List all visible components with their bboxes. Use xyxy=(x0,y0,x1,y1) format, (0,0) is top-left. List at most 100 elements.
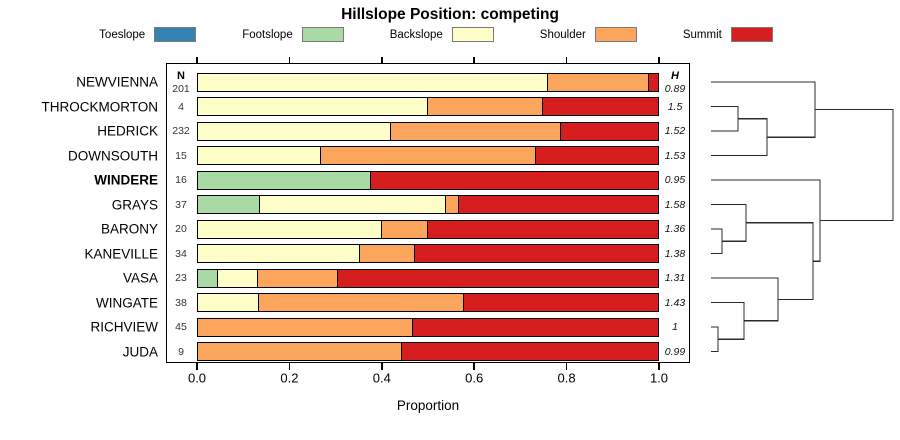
category-label-wingate: WINGATE xyxy=(96,295,158,310)
stacked-bar-juda xyxy=(197,342,659,361)
axis-tick-top xyxy=(288,56,291,63)
legend-swatch-shoulder xyxy=(594,27,637,42)
h-value: 1.53 xyxy=(664,149,686,162)
axis-tick-bottom xyxy=(473,363,475,370)
bar-segment-backslope xyxy=(217,269,258,287)
category-label-hedrick: HEDRICK xyxy=(97,123,158,139)
n-value: 4 xyxy=(178,100,184,113)
legend-swatch-backslope xyxy=(451,27,494,42)
legend-item-backslope: Backslope xyxy=(390,27,494,42)
axis-tick-bottom xyxy=(565,363,568,370)
bar-segment-backslope xyxy=(198,73,548,91)
legend-label: Summit xyxy=(682,28,722,41)
legend-label: Shoulder xyxy=(539,28,586,41)
stacked-bar-downsouth xyxy=(197,146,659,165)
n-value: 45 xyxy=(175,321,187,333)
bar-segment-summit xyxy=(458,196,658,213)
axis-tick-label: 0.0 xyxy=(187,370,207,386)
stacked-bar-newvienna xyxy=(197,72,659,92)
bar-segment-summit xyxy=(464,294,658,311)
bar-segment-shoulder xyxy=(547,73,649,91)
x-axis-label: Proportion xyxy=(396,398,460,413)
bar-segment-shoulder xyxy=(258,294,465,311)
bar-segment-footslope xyxy=(198,171,371,189)
h-column-header: H xyxy=(671,70,679,82)
category-label-downsouth: DOWNSOUTH xyxy=(68,148,158,163)
bar-segment-backslope xyxy=(198,245,361,262)
h-value: 0.95 xyxy=(664,174,686,186)
h-value: 1 xyxy=(672,321,678,333)
axis-tick-label: 0.2 xyxy=(280,370,299,386)
category-label-newvienna: NEWVIENNA xyxy=(76,74,158,90)
bar-segment-summit xyxy=(337,269,658,287)
n-value: 34 xyxy=(175,247,187,260)
bar-segment-summit xyxy=(414,245,658,262)
legend-item-summit: Summit xyxy=(683,27,773,42)
bar-segment-summit xyxy=(561,122,658,140)
stacked-bar-kaneville xyxy=(197,244,659,263)
n-value: 16 xyxy=(175,174,187,186)
stacked-bar-wingate xyxy=(197,293,659,312)
axis-tick-label: 1.0 xyxy=(649,370,669,386)
axis-tick-top xyxy=(473,56,475,63)
bar-segment-shoulder xyxy=(320,147,536,164)
legend-item-toeslope: Toeslope xyxy=(99,27,197,42)
n-value: 9 xyxy=(178,345,184,358)
stacked-bar-barony xyxy=(197,219,659,239)
n-value: 23 xyxy=(175,272,187,284)
stacked-bar-grays xyxy=(197,195,659,214)
h-value: 1.5 xyxy=(667,100,683,113)
h-value: 1.58 xyxy=(664,198,686,211)
legend-item-shoulder: Shoulder xyxy=(540,27,637,42)
bar-segment-shoulder xyxy=(198,318,413,336)
axis-tick-bottom xyxy=(196,363,198,370)
bar-segment-summit xyxy=(370,171,658,189)
n-value: 232 xyxy=(172,125,190,137)
bar-segment-shoulder xyxy=(382,220,428,238)
bar-segment-backslope xyxy=(198,294,259,311)
stacked-bar-richview xyxy=(197,317,659,337)
n-value: 15 xyxy=(175,149,187,162)
category-label-windere: WINDERE xyxy=(94,172,158,188)
dendrogram-links xyxy=(711,81,894,353)
bar-segment-backslope xyxy=(198,98,428,115)
axis-tick-label: 0.8 xyxy=(557,370,576,386)
category-label-kaneville: KANEVILLE xyxy=(84,246,158,261)
axis-tick-top xyxy=(381,56,383,63)
n-value: 201 xyxy=(172,82,190,95)
legend-swatch-footslope xyxy=(301,27,344,42)
bar-segment-backslope xyxy=(198,147,321,164)
bar-segment-summit xyxy=(535,147,658,164)
chart-title: Hillslope Position: competing xyxy=(341,6,559,23)
h-value: 0.89 xyxy=(664,82,686,95)
category-label-richview: RICHVIEW xyxy=(90,319,159,335)
h-value: 1.38 xyxy=(664,247,686,260)
axis-tick-top xyxy=(658,56,660,63)
axis-tick-top xyxy=(196,56,198,63)
bar-segment-footslope xyxy=(198,196,261,213)
h-value: 1.52 xyxy=(664,125,686,137)
stacked-bar-windere xyxy=(197,170,659,190)
bar-segment-shoulder xyxy=(257,269,338,287)
bar-segment-summit xyxy=(428,220,658,238)
axis-tick-bottom xyxy=(658,363,660,370)
category-label-throckmorton: THROCKMORTON xyxy=(41,99,158,114)
category-label-vasa: VASA xyxy=(122,270,158,286)
stacked-bar-vasa xyxy=(197,268,659,288)
n-column-header: N xyxy=(177,70,185,82)
category-label-barony: BARONY xyxy=(100,221,158,237)
h-value: 0.99 xyxy=(664,345,686,358)
category-label-grays: GRAYS xyxy=(111,197,158,212)
bar-segment-shoulder xyxy=(391,122,562,140)
n-value: 38 xyxy=(175,296,187,309)
legend-label: Backslope xyxy=(389,28,443,41)
n-value: 37 xyxy=(175,198,187,211)
bar-segment-summit xyxy=(402,343,658,360)
h-value: 1.36 xyxy=(664,223,686,235)
category-label-juda: JUDA xyxy=(122,344,158,359)
bar-segment-footslope xyxy=(198,269,218,287)
bar-segment-summit xyxy=(412,318,658,336)
legend-label: Toeslope xyxy=(99,28,146,41)
bar-segment-backslope xyxy=(198,220,382,238)
